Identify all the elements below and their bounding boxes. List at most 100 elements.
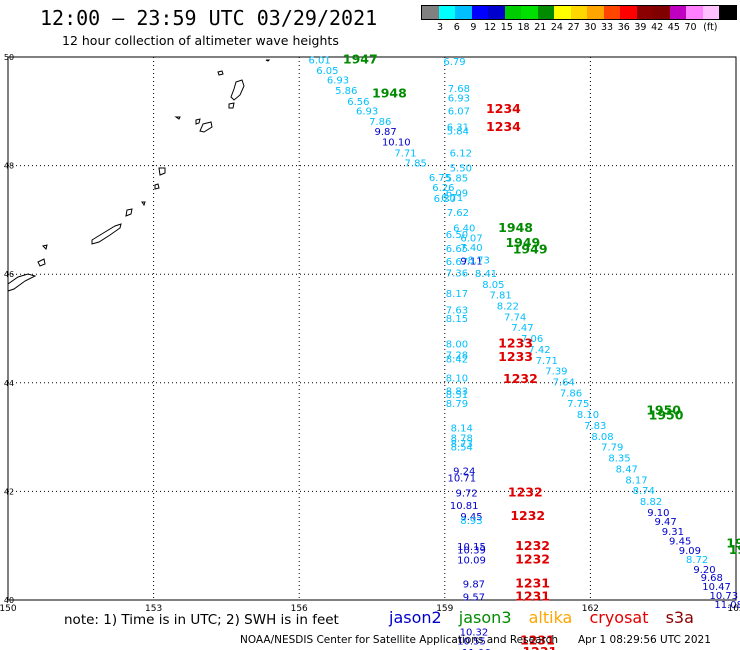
legend-labels: 3 6 9 12 15 18 21 24 27 30 33 36 39 42 45 70 (ft) <box>421 20 737 34</box>
wave-height-value: 9.24 <box>453 467 475 478</box>
legend-tick-label: 27 <box>567 22 580 33</box>
wave-height-value: 10.55 <box>457 637 486 648</box>
wave-height-value: 8.22 <box>497 301 519 312</box>
pass-time-label: 1948 <box>498 220 533 235</box>
legend-tick-label: 36 <box>617 22 630 33</box>
coast-island-13 <box>42 244 48 250</box>
coast-island-2 <box>230 79 245 101</box>
wave-height-value: 8.10 <box>446 374 468 385</box>
legend-tick-label: 12 <box>484 22 497 33</box>
color-legend: 3 6 9 12 15 18 21 24 27 30 33 36 39 42 45 70 (ft) <box>421 5 737 34</box>
satellite-altika: altika <box>528 608 573 627</box>
pass-time-label: 1231 <box>520 633 555 648</box>
pass-time-label: 1948 <box>372 86 407 101</box>
wave-height-value: 8.47 <box>616 464 638 475</box>
pass-time-label: 1232 <box>515 538 550 553</box>
wave-height-value: 7.75 <box>567 399 589 410</box>
legend-tick-label: 70 <box>684 22 697 33</box>
wave-height-value: 8.35 <box>608 454 630 465</box>
wave-height-value: 7.85 <box>405 159 427 170</box>
legend-tick-label: 18 <box>517 22 530 33</box>
wave-height-value: 7.42 <box>528 345 550 356</box>
pass-time-label: 1232 <box>515 552 550 567</box>
pass-time-label: 1233 <box>498 336 533 351</box>
wave-height-value: 8.41 <box>475 269 497 280</box>
lon-tick-label: 159 <box>436 604 453 614</box>
wave-height-value: 7.79 <box>601 443 623 454</box>
wave-height-value: 8.10 <box>577 410 599 421</box>
legend-swatch <box>488 6 505 19</box>
wave-height-value: 10.10 <box>382 138 411 149</box>
wave-height-value: 7.06 <box>521 334 543 345</box>
wave-height-value: 9.31 <box>662 527 684 538</box>
wave-height-value: 7.36 <box>446 268 468 279</box>
wave-height-value: 6.07 <box>460 234 482 245</box>
wave-height-value: 8.79 <box>446 399 468 410</box>
wave-height-value: 6.67 <box>446 257 468 268</box>
pass-time-label: 1232 <box>508 484 543 499</box>
wave-height-value: 7.83 <box>584 421 606 432</box>
coast-island-4 <box>265 59 271 62</box>
wave-height-value: 9.57 <box>463 593 485 604</box>
wave-height-value: 9.68 <box>701 573 723 584</box>
wave-height-value: 8.15 <box>446 314 468 325</box>
legend-swatches <box>421 5 737 20</box>
wave-height-value: 5.86 <box>335 86 357 97</box>
wave-height-value: 11.06 <box>462 648 491 650</box>
coast-island-1 <box>217 70 224 76</box>
legend-swatch <box>570 6 587 19</box>
satellite-jason2: jason2 <box>389 608 442 627</box>
wave-height-value: 8.00 <box>446 340 468 351</box>
satellite-jason3: jason3 <box>458 608 512 627</box>
wave-height-value: 7.71 <box>536 356 558 367</box>
legend-tick-label: 45 <box>667 22 680 33</box>
wave-height-value: 10.71 <box>447 474 476 485</box>
wave-height-value: 8.17 <box>446 289 468 300</box>
wave-height-value: 8.82 <box>640 497 662 508</box>
legend-tick-label: 42 <box>651 22 664 33</box>
wave-height-value: 8.08 <box>591 432 613 443</box>
legend-tick-label: 30 <box>584 22 597 33</box>
coast-island-8 <box>158 167 166 176</box>
wave-height-value: 7.63 <box>446 305 468 316</box>
lat-tick-label: 48 <box>4 162 14 171</box>
pass-time-label: 1950 <box>649 408 684 423</box>
wave-height-value: 6.31 <box>447 122 469 133</box>
pass-time-label: 1231 <box>515 576 550 591</box>
legend-tick-label: 6 <box>453 22 460 33</box>
pass-time-label: 1949 <box>513 242 548 257</box>
wave-height-value: 10.47 <box>702 582 731 593</box>
wave-height-value: 7.47 <box>511 323 533 334</box>
wave-height-value: 11.08 <box>714 600 740 611</box>
wave-height-value: 5.50 <box>450 164 472 175</box>
wave-height-value: 9.45 <box>460 512 482 523</box>
wave-height-value: 8.78 <box>451 433 473 444</box>
lat-tick-label: 46 <box>4 270 14 279</box>
wave-height-value: 6.05 <box>316 66 338 77</box>
wave-height-value: 6.56 <box>347 97 369 108</box>
lon-tick-label: 156 <box>291 604 308 614</box>
lon-tick-label: 150 <box>0 604 17 614</box>
pass-time-label: 1950 <box>646 402 681 417</box>
coast-island-9 <box>154 183 160 190</box>
wave-height-readings: 6.016.056.935.866.566.937.869.8710.107.7… <box>308 56 740 650</box>
wave-height-value: 6.50 <box>446 230 468 241</box>
wave-height-value: 10.09 <box>457 556 486 567</box>
legend-swatch <box>438 6 455 19</box>
wave-height-value: 6.40 <box>453 223 475 234</box>
pass-time-label: 1231 <box>522 644 557 650</box>
map-frame <box>7 56 737 601</box>
legend-tick-label: 24 <box>550 22 563 33</box>
generated-timestamp: Apr 1 08:29:56 UTC 2021 <box>578 634 711 646</box>
wave-height-value: 6.71 <box>441 193 463 204</box>
wave-height-value: 10.39 <box>457 545 486 556</box>
pass-time-label: 1232 <box>503 371 538 386</box>
wave-height-value: 9.47 <box>654 517 676 528</box>
pass-time-label: 1232 <box>510 508 545 523</box>
wave-height-value: 10.81 <box>450 501 479 512</box>
wave-height-value: 6.12 <box>450 148 472 159</box>
wave-height-value: 6.09 <box>446 189 468 200</box>
lat-tick-label: 42 <box>4 487 14 496</box>
wave-height-value: 8.51 <box>446 390 468 401</box>
